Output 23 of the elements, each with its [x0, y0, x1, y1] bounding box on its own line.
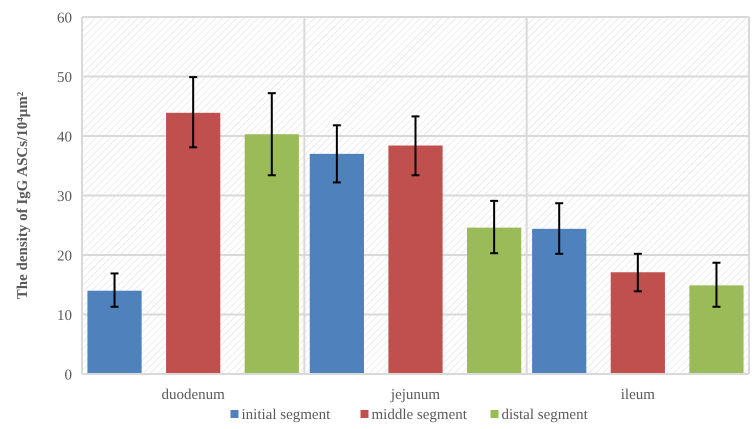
bar — [532, 228, 586, 374]
y-tick-label: 40 — [57, 129, 72, 146]
y-axis-title: The density of IgG ASCs/10⁴μm² — [15, 91, 31, 300]
bar — [467, 228, 522, 374]
bar — [689, 285, 744, 374]
legend-label: middle segment — [372, 407, 468, 423]
bar — [166, 112, 220, 374]
y-tick-label: 10 — [57, 308, 72, 324]
legend-label: distal segment — [502, 407, 589, 423]
y-tick-label: 30 — [57, 188, 72, 205]
x-tick-label: ileum — [620, 387, 656, 403]
y-tick-label: 50 — [57, 70, 72, 86]
y-tick-label: 20 — [57, 248, 72, 264]
x-tick-label: jejunum — [390, 387, 440, 403]
legend-label: initial segment — [242, 407, 332, 423]
y-tick-label: 0 — [64, 367, 72, 384]
bar — [610, 272, 665, 374]
x-tick-label: duodenum — [162, 387, 226, 403]
y-tick-label: 60 — [57, 10, 72, 26]
bar — [244, 134, 299, 374]
bar — [310, 154, 364, 374]
bar — [87, 290, 142, 374]
bar — [388, 146, 443, 374]
